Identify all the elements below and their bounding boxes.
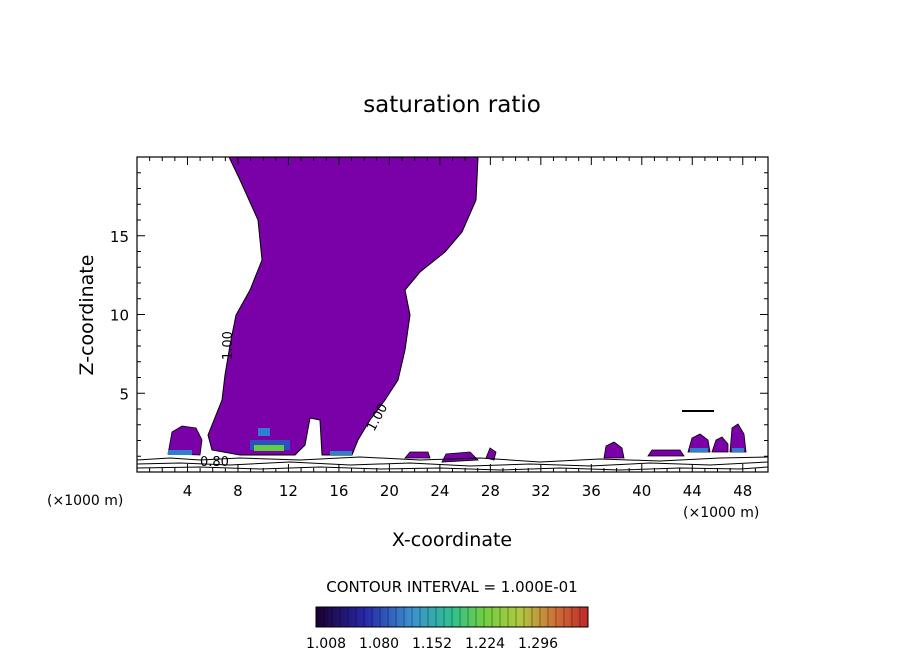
colorbar-tick-labels: 1.008 1.080 1.152 1.224 1.296	[306, 636, 558, 652]
saturation-fill-blob	[441, 451, 479, 463]
y-tick-labels: 5 10 15	[110, 228, 129, 404]
high-saturation-patch	[168, 450, 192, 455]
y-tick-label: 10	[110, 307, 129, 325]
saturation-fill-blob	[485, 447, 497, 461]
x-tick-label: 28	[481, 482, 500, 500]
saturation-fill-blob	[167, 425, 203, 456]
high-saturation-patch	[330, 451, 352, 455]
high-saturation-patch	[254, 445, 284, 451]
x-tick-label: 48	[733, 482, 752, 500]
x-unit-right: (×1000 m)	[683, 505, 759, 521]
x-tick-label: 40	[632, 482, 651, 500]
colorbar-tick-label: 1.224	[465, 636, 505, 652]
chart-title: saturation ratio	[363, 92, 541, 118]
high-saturation-patch	[690, 448, 708, 452]
x-tick-label: 44	[683, 482, 702, 500]
x-tick-label: 8	[233, 482, 243, 500]
contour-line	[136, 456, 769, 463]
colorbar-tick-label: 1.296	[518, 636, 558, 652]
x-tick-label: 16	[329, 482, 348, 500]
x-tick-label: 4	[183, 482, 193, 500]
x-axis-label: X-coordinate	[392, 529, 512, 551]
x-tick-label: 32	[531, 482, 550, 500]
high-saturation-patch	[258, 428, 270, 436]
x-tick-label: 12	[279, 482, 298, 500]
high-saturation-patch	[732, 448, 744, 452]
saturation-fill-blob	[647, 449, 685, 457]
contour-label: 1.00	[221, 331, 236, 360]
x-tick-label: 20	[380, 482, 399, 500]
axis-ticks	[137, 157, 768, 472]
x-unit-left: (×1000 m)	[47, 493, 123, 509]
colorbar-tick-label: 1.152	[412, 636, 452, 652]
saturation-fill-region	[207, 156, 479, 456]
contour-label: 0.80	[200, 455, 229, 470]
x-tick-labels: 4 8 12 16 20 24 28 32 36 40 44 48	[183, 482, 753, 500]
saturation-fill-blob	[729, 423, 747, 453]
plot-area: 1.00 1.00 0.80 4 8 12 16 20 24 28 32 36 40 44 48 51…	[110, 156, 769, 500]
contour-line	[136, 466, 769, 471]
x-tick-label: 36	[582, 482, 601, 500]
x-tick-label: 24	[430, 482, 449, 500]
colorbar-tick-label: 1.008	[306, 636, 346, 652]
saturation-fill-blob	[404, 451, 431, 459]
contour-line	[136, 461, 769, 467]
y-axis-label: Z-coordinate	[76, 255, 98, 376]
saturation-fill-blob	[603, 441, 625, 459]
contour-segment	[682, 410, 714, 412]
colorbar-tick-label: 1.080	[359, 636, 399, 652]
contour-interval-text: CONTOUR INTERVAL = 1.000E-01	[326, 578, 577, 596]
colorbar-stripes	[323, 607, 581, 627]
saturation-fill-blob	[711, 436, 729, 453]
y-tick-label: 15	[110, 228, 129, 246]
y-tick-label: 5	[119, 385, 129, 403]
